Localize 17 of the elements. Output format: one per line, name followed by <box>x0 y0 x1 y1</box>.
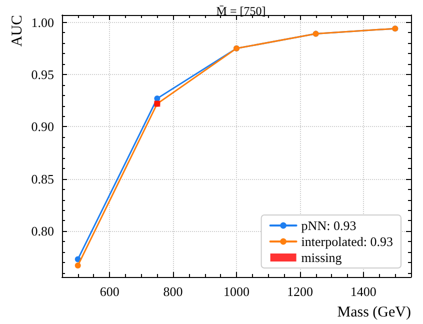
x-tick-label: 1400 <box>350 284 376 299</box>
y-tick-label: 0.90 <box>31 119 54 134</box>
x-axis-title: Mass (GeV) <box>337 304 412 320</box>
point <box>74 262 81 269</box>
chart-title: M̄ = [750] <box>216 4 266 18</box>
legend-label: missing <box>301 250 342 265</box>
y-axis-title: AUC <box>10 15 26 47</box>
y-tick-label: 0.80 <box>31 224 54 239</box>
legend-label: interpolated: 0.93 <box>301 234 394 249</box>
x-tick-label: 1000 <box>224 284 250 299</box>
x-tick-label: 600 <box>100 284 120 299</box>
x-tick-label: 1200 <box>286 284 313 299</box>
y-tick-label: 0.85 <box>31 171 54 186</box>
legend-label: pNN: 0.93 <box>301 218 356 233</box>
y-tick-label: 0.95 <box>31 67 54 82</box>
y-tick-label: 1.00 <box>31 14 54 30</box>
x-tick-label: 800 <box>163 284 183 299</box>
